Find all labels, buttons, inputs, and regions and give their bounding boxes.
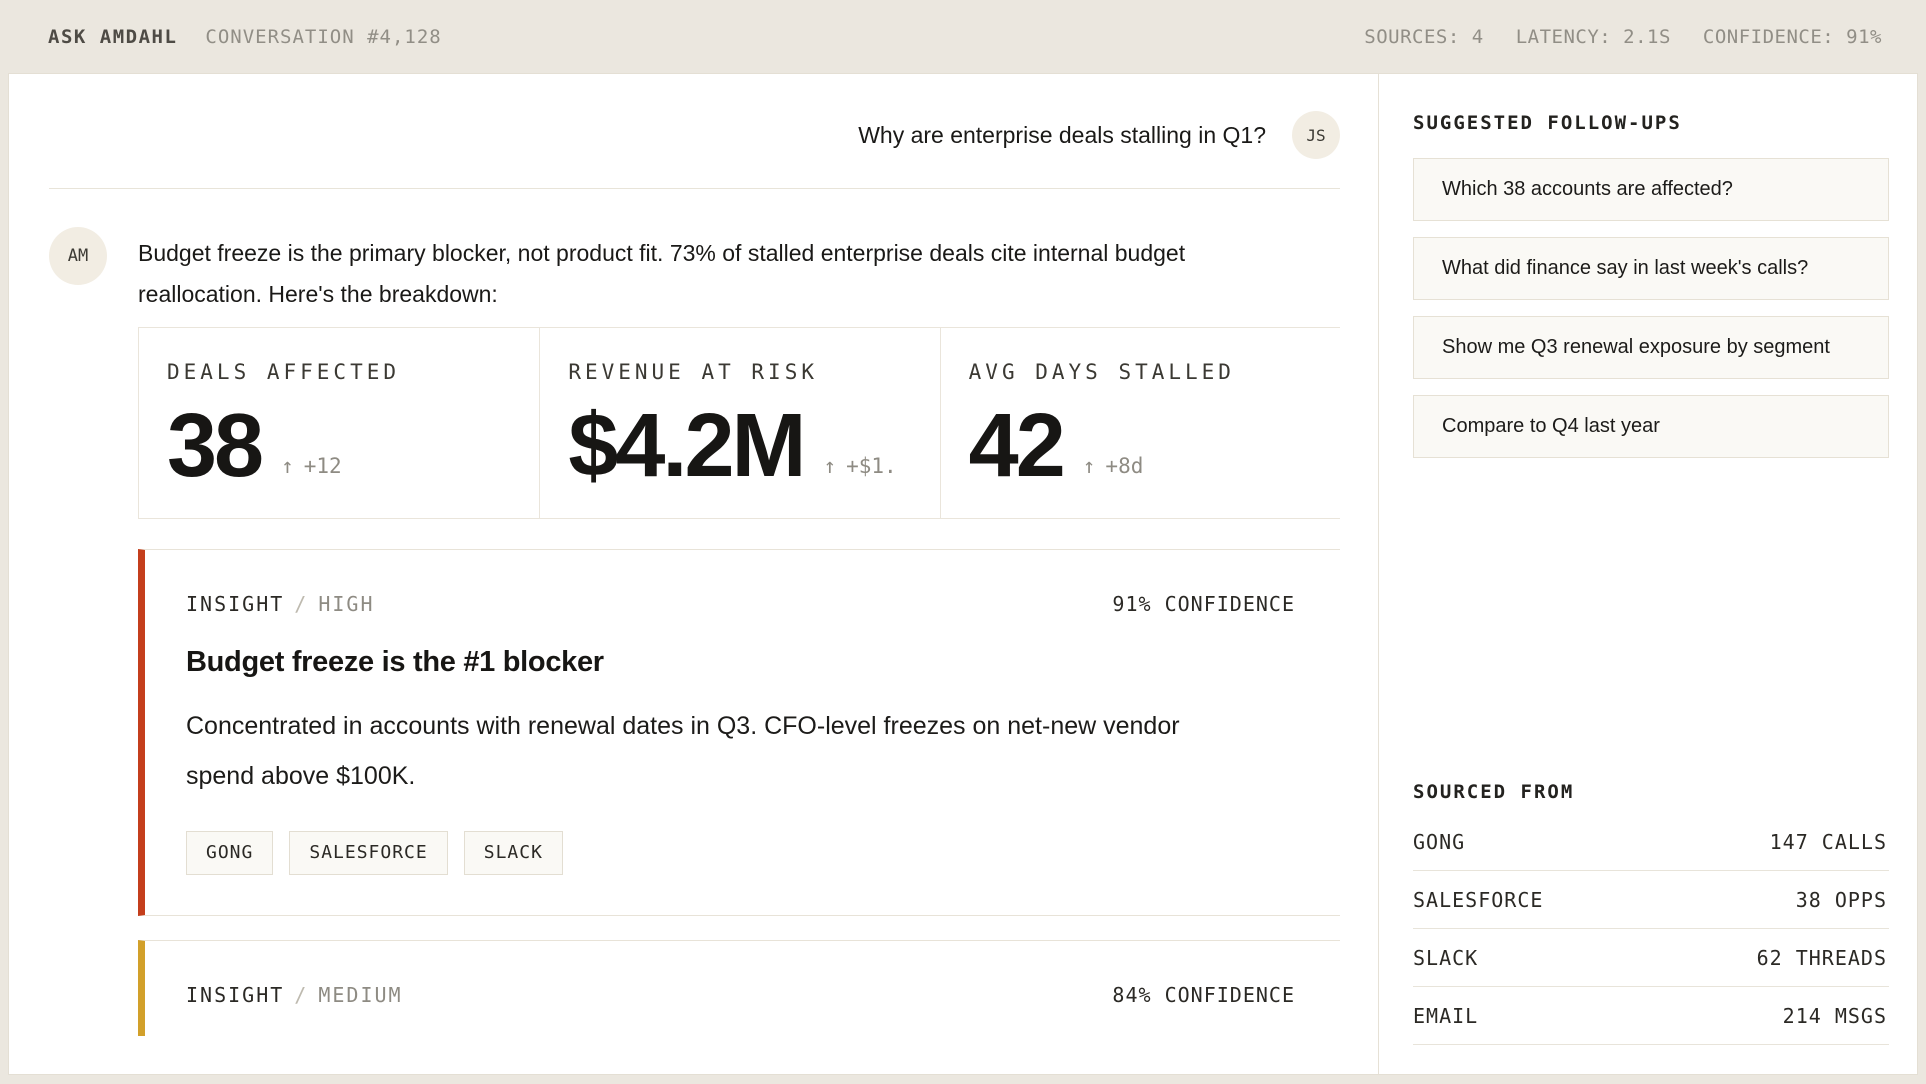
insight-level-badge: HIGH [318, 592, 375, 616]
trend-up-icon: ↑ [1082, 454, 1096, 478]
insight-kind-text: INSIGHT [186, 592, 285, 616]
user-message: Why are enterprise deals stalling in Q1?… [49, 110, 1340, 160]
stat-card-deals-affected: DEALS AFFECTED 38 ↑ +12 [139, 328, 539, 518]
source-tag-slack[interactable]: SLACK [463, 831, 563, 875]
stat-card-avg-days-stalled: AVG DAYS STALLED 42 ↑ +8d [939, 328, 1340, 518]
topbar-left: ASK AMDAHL CONVERSATION #4,128 [48, 26, 442, 48]
avatar: JS [1292, 111, 1340, 159]
conversation-id: CONVERSATION #4,128 [205, 25, 442, 48]
stat-delta: ↑ +$1. [823, 454, 896, 484]
source-name: SALESFORCE [1413, 888, 1544, 912]
stat-delta: ↑ +8d [1083, 454, 1144, 484]
insight-card-medium: INSIGHT / MEDIUM 84% CONFIDENCE [138, 940, 1340, 1036]
insight-body: Concentrated in accounts with renewal da… [186, 712, 1180, 790]
stat-delta-text: +$1. [846, 454, 897, 478]
insight-kind-label: INSIGHT / HIGH [186, 592, 375, 616]
followup-button-compare-q4[interactable]: Compare to Q4 last year [1413, 395, 1889, 458]
stat-value: $4.2M [568, 396, 806, 496]
assistant-answer-text: Budget freeze is the primary blocker, no… [138, 240, 1186, 307]
topbar-meta: SOURCES: 4 LATENCY: 2.1S CONFIDENCE: 91% [1364, 26, 1882, 48]
conversation-scroll-area[interactable]: Why are enterprise deals stalling in Q1?… [49, 110, 1340, 1036]
trend-up-icon: ↑ [823, 454, 837, 478]
sourced-from-title: SOURCED FROM [1413, 781, 1575, 803]
source-row-salesforce: SALESFORCE 38 OPPS [1413, 871, 1889, 929]
sourced-from-section: SOURCED FROM GONG 147 CALLS SALESFORCE 3… [1413, 781, 1889, 1045]
insight-card-high: INSIGHT / HIGH 91% CONFIDENCE Budget freez… [138, 549, 1340, 916]
stat-delta: ↑ +12 [281, 454, 342, 484]
source-row-gong: GONG 147 CALLS [1413, 813, 1889, 871]
insight-header: INSIGHT / MEDIUM 84% CONFIDENCE [186, 983, 1295, 1007]
source-rows: GONG 147 CALLS SALESFORCE 38 OPPS SLACK … [1413, 813, 1889, 1045]
insight-confidence: 84% CONFIDENCE [1112, 983, 1295, 1007]
trend-up-icon: ↑ [281, 454, 294, 478]
stat-delta-text: +8d [1105, 454, 1144, 478]
stat-label: AVG DAYS STALLED [968, 360, 1235, 384]
source-row-slack: SLACK 62 THREADS [1413, 929, 1889, 987]
insight-title: Budget freeze is the #1 blocker [186, 646, 604, 678]
assistant-message: AM Budget freeze is the primary blocker,… [49, 227, 1340, 315]
app-title: ASK AMDAHL [48, 25, 178, 48]
followup-button-finance-calls[interactable]: What did finance say in last week's call… [1413, 237, 1889, 300]
message-divider [49, 188, 1340, 189]
avatar: AM [49, 227, 107, 285]
source-tag-gong[interactable]: GONG [186, 831, 274, 875]
stat-value: 38 [167, 396, 264, 496]
stat-card-revenue-at-risk: REVENUE AT RISK $4.2M ↑ +$1. [539, 328, 939, 518]
insight-confidence: 91% CONFIDENCE [1112, 592, 1295, 616]
sidebar: SUGGESTED FOLLOW-UPS Which 38 accounts a… [1379, 74, 1917, 1074]
source-name: GONG [1413, 830, 1466, 854]
confidence-meta: CONFIDENCE: 91% [1702, 25, 1882, 48]
stat-value: 42 [968, 396, 1066, 496]
insight-separator: / [294, 592, 309, 616]
source-tag-salesforce[interactable]: SALESFORCE [289, 831, 448, 875]
source-count: 62 THREADS [1756, 946, 1887, 970]
user-question-text: Why are enterprise deals stalling in Q1? [858, 121, 1266, 148]
topbar: ASK AMDAHL CONVERSATION #4,128 SOURCES: … [0, 0, 1926, 73]
followups-list: Which 38 accounts are affected? What did… [1413, 158, 1889, 458]
stat-label: REVENUE AT RISK [568, 360, 818, 384]
stat-delta-text: +12 [303, 454, 342, 478]
conversation-column: Why are enterprise deals stalling in Q1?… [9, 74, 1379, 1074]
stat-label: DEALS AFFECTED [167, 360, 401, 384]
insight-kind-label: INSIGHT / MEDIUM [186, 983, 403, 1007]
source-row-email: EMAIL 214 MSGS [1413, 987, 1889, 1045]
source-count: 38 OPPS [1795, 888, 1887, 912]
followups-title: SUGGESTED FOLLOW-UPS [1413, 112, 1682, 134]
sources-meta: SOURCES: 4 [1364, 25, 1484, 48]
insight-header: INSIGHT / HIGH 91% CONFIDENCE [186, 592, 1295, 616]
source-name: SLACK [1413, 946, 1479, 970]
followup-button-accounts-affected[interactable]: Which 38 accounts are affected? [1413, 158, 1889, 221]
insight-source-tags: GONG SALESFORCE SLACK [186, 831, 1295, 875]
source-count: 147 CALLS [1769, 830, 1887, 854]
latency-meta: LATENCY: 2.1S [1515, 25, 1671, 48]
insight-kind-text: INSIGHT [186, 983, 285, 1007]
source-count: 214 MSGS [1782, 1004, 1887, 1028]
insight-level-badge: MEDIUM [318, 983, 403, 1007]
insight-separator: / [294, 983, 309, 1007]
followup-button-renewal-exposure[interactable]: Show me Q3 renewal exposure by segment [1413, 316, 1889, 379]
content-panel: Why are enterprise deals stalling in Q1?… [8, 73, 1918, 1075]
stat-cards: DEALS AFFECTED 38 ↑ +12 REVENUE AT RISK [138, 327, 1340, 519]
source-name: EMAIL [1413, 1004, 1479, 1028]
